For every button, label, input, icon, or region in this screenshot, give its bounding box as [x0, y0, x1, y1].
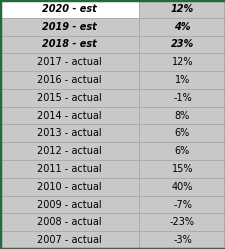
Bar	[0, 178, 138, 196]
Text: 1%: 1%	[174, 75, 189, 85]
Bar	[0, 142, 138, 160]
Bar	[0, 53, 138, 71]
Bar	[138, 196, 225, 213]
Text: 6%: 6%	[174, 146, 189, 156]
Bar	[0, 213, 138, 231]
Text: 2014 - actual: 2014 - actual	[37, 111, 101, 121]
Bar	[0, 36, 138, 53]
Text: 40%: 40%	[171, 182, 192, 192]
Bar	[138, 231, 225, 249]
Bar	[0, 0, 138, 18]
Bar	[0, 124, 138, 142]
Bar	[0, 160, 138, 178]
Text: 2007 - actual: 2007 - actual	[37, 235, 101, 245]
Text: 2010 - actual: 2010 - actual	[37, 182, 101, 192]
Text: 2011 - actual: 2011 - actual	[37, 164, 101, 174]
Bar	[138, 53, 225, 71]
Bar	[138, 178, 225, 196]
Text: -3%: -3%	[172, 235, 191, 245]
Text: 12%: 12%	[170, 4, 193, 14]
Bar	[138, 124, 225, 142]
Text: 2020 - est: 2020 - est	[42, 4, 97, 14]
Text: 2019 - est: 2019 - est	[42, 22, 97, 32]
Text: 2012 - actual: 2012 - actual	[37, 146, 101, 156]
Text: 2015 - actual: 2015 - actual	[37, 93, 101, 103]
Text: 4%: 4%	[173, 22, 190, 32]
Bar	[0, 107, 138, 124]
Bar	[138, 71, 225, 89]
Text: 2008 - actual: 2008 - actual	[37, 217, 101, 227]
Text: 2018 - est: 2018 - est	[42, 39, 97, 50]
Bar	[0, 231, 138, 249]
Bar	[138, 107, 225, 124]
Text: 2009 - actual: 2009 - actual	[37, 199, 101, 210]
Text: 23%: 23%	[170, 39, 193, 50]
Text: 15%: 15%	[171, 164, 192, 174]
Text: 8%: 8%	[174, 111, 189, 121]
Bar	[138, 160, 225, 178]
Bar	[0, 89, 138, 107]
Bar	[138, 89, 225, 107]
Text: 12%: 12%	[171, 57, 192, 67]
Text: 2013 - actual: 2013 - actual	[37, 128, 101, 138]
Bar	[138, 213, 225, 231]
Text: -23%: -23%	[169, 217, 194, 227]
Text: 2017 - actual: 2017 - actual	[37, 57, 101, 67]
Bar	[0, 196, 138, 213]
Bar	[0, 71, 138, 89]
Bar	[138, 0, 225, 18]
Bar	[0, 18, 138, 36]
Bar	[138, 142, 225, 160]
Text: -7%: -7%	[172, 199, 191, 210]
Bar	[138, 18, 225, 36]
Text: -1%: -1%	[172, 93, 191, 103]
Bar	[138, 36, 225, 53]
Text: 2016 - actual: 2016 - actual	[37, 75, 101, 85]
Text: 6%: 6%	[174, 128, 189, 138]
